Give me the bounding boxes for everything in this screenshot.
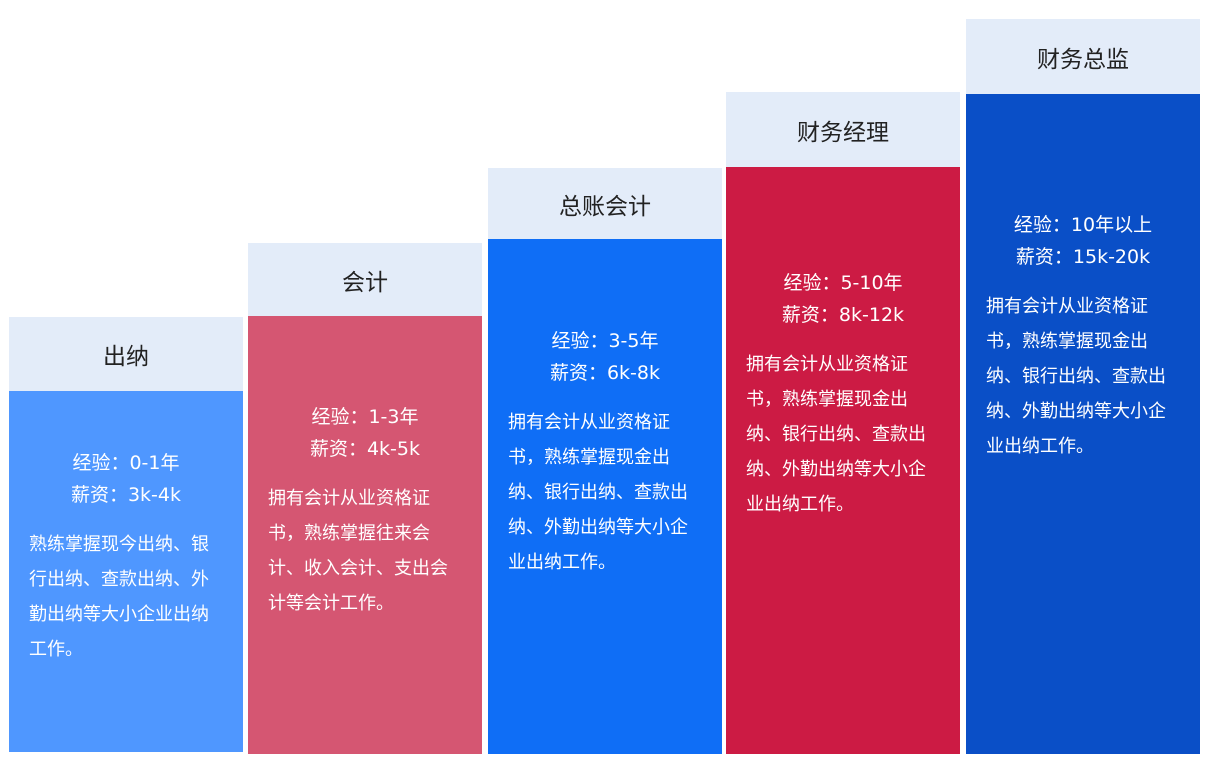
step-title: 出纳 bbox=[9, 317, 243, 391]
salary-text: 薪资：4k-5k bbox=[309, 438, 421, 460]
salary-text: 薪资：6k-8k bbox=[549, 362, 661, 384]
experience-text: 经验：1-3年 bbox=[311, 406, 419, 428]
step-body: 经验：5-10年 薪资：8k-12k 拥有会计从业资格证书，熟练掌握现金出纳、银… bbox=[726, 167, 960, 754]
salary-text: 薪资：8k-12k bbox=[781, 304, 905, 326]
step-meta: 经验：5-10年 薪资：8k-12k bbox=[726, 267, 960, 331]
description-text: 熟练掌握现今出纳、银行出纳、查款出纳、外勤出纳等大小企业出纳工作。 bbox=[29, 534, 209, 660]
career-step-finance-director: 财务总监 经验：10年以上 薪资：15k-20k 拥有会计从业资格证书，熟练掌握… bbox=[966, 19, 1200, 754]
experience-text: 经验：0-1年 bbox=[72, 452, 180, 474]
experience-text: 经验：5-10年 bbox=[783, 272, 903, 294]
career-step-finance-manager: 财务经理 经验：5-10年 薪资：8k-12k 拥有会计从业资格证书，熟练掌握现… bbox=[726, 92, 960, 754]
step-meta: 经验：10年以上 薪资：15k-20k bbox=[966, 209, 1200, 273]
description-text: 拥有会计从业资格证书，熟练掌握现金出纳、银行出纳、查款出纳、外勤出纳等大小企业出… bbox=[746, 354, 926, 515]
step-meta: 经验：0-1年 薪资：3k-4k bbox=[9, 447, 243, 511]
description-text: 拥有会计从业资格证书，熟练掌握往来会计、收入会计、支出会计等会计工作。 bbox=[268, 488, 448, 614]
step-title: 财务总监 bbox=[966, 19, 1200, 94]
step-meta: 经验：1-3年 薪资：4k-5k bbox=[248, 401, 482, 465]
career-step-cashier: 出纳 经验：0-1年 薪资：3k-4k 熟练掌握现今出纳、银行出纳、查款出纳、外… bbox=[9, 317, 243, 752]
experience-text: 经验：10年以上 bbox=[1013, 214, 1153, 236]
step-title: 财务经理 bbox=[726, 92, 960, 167]
step-title: 总账会计 bbox=[488, 168, 722, 239]
description-text: 拥有会计从业资格证书，熟练掌握现金出纳、银行出纳、查款出纳、外勤出纳等大小企业出… bbox=[986, 296, 1166, 457]
salary-text: 薪资：3k-4k bbox=[70, 484, 182, 506]
step-body: 经验：0-1年 薪资：3k-4k 熟练掌握现今出纳、银行出纳、查款出纳、外勤出纳… bbox=[9, 391, 243, 752]
step-body: 经验：3-5年 薪资：6k-8k 拥有会计从业资格证书，熟练掌握现金出纳、银行出… bbox=[488, 239, 722, 754]
description-text: 拥有会计从业资格证书，熟练掌握现金出纳、银行出纳、查款出纳、外勤出纳等大小企业出… bbox=[508, 412, 688, 573]
salary-text: 薪资：15k-20k bbox=[1015, 246, 1151, 268]
step-title: 会计 bbox=[248, 243, 482, 316]
step-body: 经验：10年以上 薪资：15k-20k 拥有会计从业资格证书，熟练掌握现金出纳、… bbox=[966, 94, 1200, 754]
step-meta: 经验：3-5年 薪资：6k-8k bbox=[488, 325, 722, 389]
career-step-accountant: 会计 经验：1-3年 薪资：4k-5k 拥有会计从业资格证书，熟练掌握往来会计、… bbox=[248, 243, 482, 754]
step-body: 经验：1-3年 薪资：4k-5k 拥有会计从业资格证书，熟练掌握往来会计、收入会… bbox=[248, 316, 482, 754]
experience-text: 经验：3-5年 bbox=[551, 330, 659, 352]
career-step-general-ledger-accountant: 总账会计 经验：3-5年 薪资：6k-8k 拥有会计从业资格证书，熟练掌握现金出… bbox=[488, 168, 722, 754]
